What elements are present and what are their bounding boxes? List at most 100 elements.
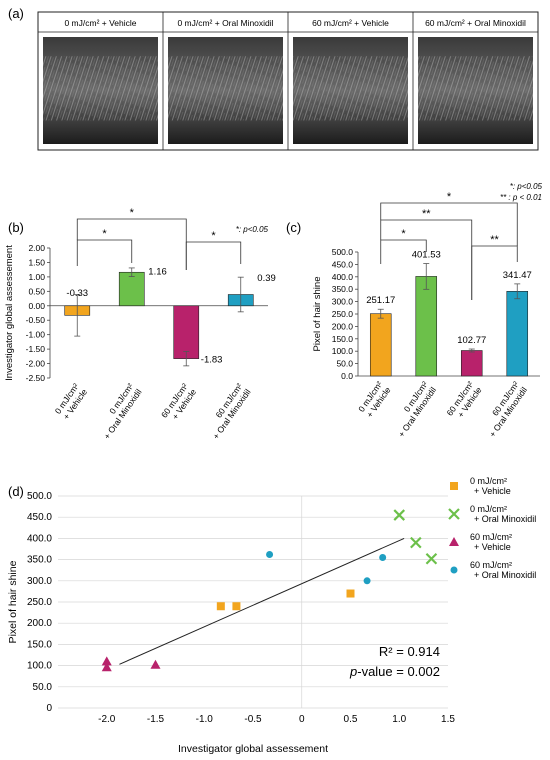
- chart-c-bar-2: [460, 350, 483, 377]
- chart-b-category-label-1: 0 mJ/cm²+ Oral Minoxidil: [93, 381, 143, 441]
- photo-hair-1: [168, 56, 283, 121]
- chart-d-y-tick-label: 450.0: [27, 512, 52, 523]
- panel-a-label: (a): [8, 6, 24, 21]
- chart-c-value-label-1: 401.53: [412, 250, 441, 261]
- chart-d-legend-line: 60 mJ/cm²: [470, 560, 512, 570]
- chart-b-bracket-label: *: [211, 230, 216, 242]
- chart-d-y-tick-label: 350.0: [27, 555, 52, 566]
- chart-d-legend-entry-3: 60 mJ/cm² + Oral Minoxidil: [470, 560, 536, 580]
- chart-b-category-label-0: 0 mJ/cm²+ Vehicle: [53, 381, 90, 421]
- panel-b-label: (b): [8, 220, 24, 235]
- chart-b-y-axis-label: Investigator global assessement: [4, 245, 15, 381]
- chart-d-y-axis-label: Pixel of hair shine: [7, 560, 19, 643]
- chart-d-y-tick-label: 150.0: [27, 639, 52, 650]
- chart-c-category-label-1: 0 mJ/cm²+ Oral Minoxidil: [388, 379, 438, 439]
- chart-b-value-label-1: 1.16: [148, 266, 167, 277]
- panel-b-significance-note: *: p<0.05: [236, 225, 269, 234]
- panel-a-column-label-3: 60 mJ/cm² + Oral Minoxidil: [425, 18, 526, 28]
- chart-b-bracket: [76, 239, 133, 266]
- panel-c-significance-note-2: ** : p < 0.01: [500, 193, 542, 202]
- chart-d-point-s2-2: [150, 659, 161, 669]
- panel-c-significance-note-1: *: p<0.05: [510, 182, 543, 191]
- chart-d-pvalue-italic: p: [349, 664, 357, 679]
- chart-c-bar-1: [415, 276, 438, 377]
- chart-c-bracket: [471, 245, 518, 300]
- chart-d-x-axis-label: Investigator global assessement: [178, 743, 328, 755]
- photo-hair-3: [418, 56, 533, 121]
- chart-d-legend-line: + Oral Minoxidil: [474, 570, 536, 580]
- chart-c-y-tick-label: 50.0: [336, 359, 353, 369]
- chart-b-y-tick-label: -2.50: [26, 373, 46, 383]
- chart-b-y-tick-label: 0.50: [28, 286, 45, 296]
- chart-d-x-tick-label: 1.0: [392, 714, 406, 725]
- chart-d-point-s0-0: [216, 602, 225, 611]
- chart-d-legend-marker-3: [450, 566, 458, 574]
- chart-c-y-tick-label: 450.0: [332, 259, 354, 269]
- chart-c-y-tick-label: 400.0: [332, 272, 354, 282]
- chart-d-y-tick-label: 100.0: [27, 661, 52, 672]
- chart-d-legend-line: + Oral Minoxidil: [474, 514, 536, 524]
- chart-d-x-tick-label: 0: [299, 714, 305, 725]
- chart-d-pvalue-label: p-value = 0.002: [349, 664, 440, 679]
- chart-c-value-label-3: 341.47: [503, 270, 532, 281]
- chart-b-y-tick-label: -2.00: [26, 359, 46, 369]
- chart-c-bracket: [380, 239, 427, 264]
- chart-c-value-label-2: 102.77: [457, 335, 486, 346]
- chart-d-point-s2-0: [101, 656, 112, 666]
- panel-a-column-label-1: 0 mJ/cm² + Oral Minoxidil: [177, 18, 273, 28]
- chart-c-y-tick-label: 500.0: [332, 247, 354, 257]
- chart-d-x-tick-label: -0.5: [244, 714, 262, 725]
- chart-d-x-tick-label: 1.5: [441, 714, 455, 725]
- chart-c-bracket: [380, 202, 518, 246]
- chart-d-y-tick-label: 50.0: [33, 682, 53, 693]
- chart-c-category-label-0: 0 mJ/cm²+ Vehicle: [356, 379, 393, 419]
- chart-d-legend-entry-1: 0 mJ/cm² + Oral Minoxidil: [470, 504, 536, 524]
- chart-d-point-s3-0: [266, 551, 274, 559]
- chart-c-bar-0: [369, 313, 392, 377]
- chart-d-x-tick-label: 0.5: [344, 714, 358, 725]
- chart-d-point-s1-2: [425, 552, 438, 565]
- chart-c-y-tick-label: 0.0: [341, 371, 353, 381]
- chart-b-value-label-3: 0.39: [257, 273, 276, 284]
- photo-hair-2: [293, 56, 408, 121]
- chart-d-legend-line: 0 mJ/cm²: [470, 476, 507, 486]
- chart-b-bracket-label: *: [130, 207, 135, 219]
- chart-c-category-label-3: 60 mJ/cm²+ Oral Minoxidil: [479, 379, 529, 439]
- chart-b-y-tick-label: 0.00: [28, 301, 45, 311]
- chart-d-legend-line: + Vehicle: [474, 542, 511, 552]
- chart-d-point-s1-0: [393, 509, 406, 521]
- chart-d-legend-marker-0: [450, 482, 458, 490]
- chart-d-point-s0-2: [346, 589, 355, 598]
- chart-d-y-tick-label: 300.0: [27, 576, 52, 587]
- chart-c-bar-3: [506, 291, 529, 377]
- panel-a-column-label-0: 0 mJ/cm² + Vehicle: [64, 18, 136, 28]
- chart-d-pvalue-rest: -value = 0.002: [357, 664, 440, 679]
- chart-d-legend-marker-1: [448, 508, 460, 520]
- chart-c-y-tick-label: 350.0: [332, 284, 354, 294]
- chart-d-point-s2-1: [101, 662, 112, 672]
- chart-c-bracket-label: *: [401, 228, 406, 240]
- chart-c-y-tick-label: 200.0: [332, 321, 354, 331]
- chart-d-y-tick-label: 250.0: [27, 597, 52, 608]
- chart-d-y-tick-label: 200.0: [27, 618, 52, 629]
- chart-d-point-s0-1: [232, 602, 241, 611]
- chart-b-y-tick-label: 1.00: [28, 272, 45, 282]
- panel-a-column-label-2: 60 mJ/cm² + Vehicle: [312, 18, 389, 28]
- chart-c-bracket-label: *: [447, 191, 452, 203]
- chart-b-category-label-3: 60 mJ/cm²+ Oral Minoxidil: [202, 381, 252, 441]
- chart-c-value-label-0: 251.17: [366, 295, 395, 306]
- chart-b-y-tick-label: -0.50: [26, 315, 46, 325]
- chart-b-category-label-2: 60 mJ/cm²+ Vehicle: [159, 381, 198, 425]
- chart-b-bracket: [185, 241, 242, 270]
- panel-d-label: (d): [8, 484, 24, 499]
- chart-c-y-tick-label: 100.0: [332, 346, 354, 356]
- chart-b-value-label-0: -0.33: [66, 288, 88, 299]
- chart-b-bar-1: [118, 271, 145, 307]
- chart-d-legend-entry-2: 60 mJ/cm² + Vehicle: [470, 532, 512, 552]
- chart-d-y-tick-label: 0: [46, 703, 52, 714]
- chart-d-trendline: [119, 537, 405, 665]
- chart-c-bracket-label: **: [422, 208, 431, 220]
- chart-d-legend-entry-0: 0 mJ/cm² + Vehicle: [470, 476, 511, 496]
- panel-c-label: (c): [286, 220, 301, 235]
